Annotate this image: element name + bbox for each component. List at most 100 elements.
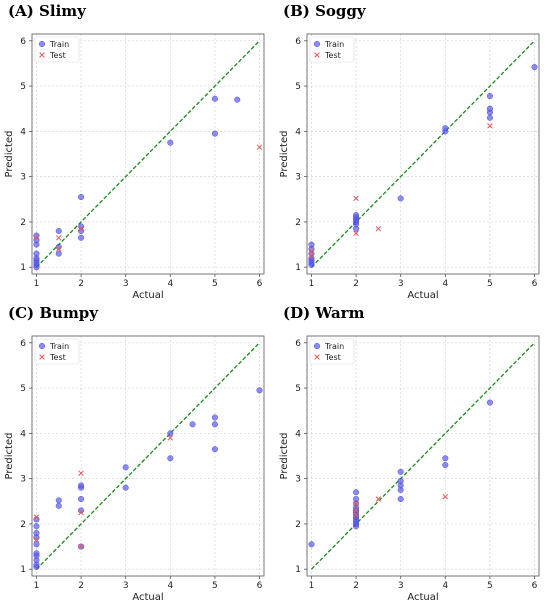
train-point bbox=[531, 64, 538, 71]
scatter-plot-soggy: 1 2 3 4 5 6 1 2 3 4 5 6 Actual Predicted Train Test bbox=[279, 33, 540, 301]
test-marker-stroke bbox=[308, 248, 315, 255]
legend-train-marker bbox=[314, 41, 321, 48]
test-marker-stroke bbox=[256, 144, 263, 150]
y-tick-label: 1 bbox=[20, 263, 26, 273]
train-point bbox=[486, 105, 493, 112]
train-point bbox=[189, 421, 196, 428]
train-point bbox=[353, 212, 360, 219]
x-tick-label: 1 bbox=[309, 581, 315, 591]
train-point bbox=[33, 523, 40, 530]
test-marker-stroke bbox=[375, 225, 382, 232]
x-tick-label: 1 bbox=[34, 581, 40, 591]
train-point bbox=[78, 234, 85, 241]
train-point bbox=[353, 496, 360, 503]
train-point bbox=[122, 484, 129, 491]
test-point bbox=[353, 512, 359, 518]
test-marker-stroke bbox=[56, 235, 62, 241]
test-point bbox=[33, 514, 40, 520]
train-point bbox=[353, 489, 360, 496]
legend: Train Test bbox=[309, 338, 355, 365]
test-marker-stroke bbox=[487, 123, 493, 129]
test-point bbox=[78, 470, 84, 476]
chart-title: (C) Bumpy bbox=[8, 304, 99, 322]
test-point bbox=[442, 494, 449, 500]
x-tick-label: 4 bbox=[167, 279, 173, 289]
legend-test-marker bbox=[314, 52, 320, 58]
y-tick-label: 2 bbox=[295, 520, 301, 530]
test-point bbox=[167, 435, 174, 441]
train-point bbox=[33, 250, 40, 257]
chart-panel-bumpy: (C) Bumpy 1 2 3 4 5 6 1 2 3 4 5 6 Actual Predicted Tra… bbox=[0, 302, 275, 604]
chart-panel-warm: (D) Warm 1 2 3 4 5 6 1 2 3 4 5 6 Actual Predicted Trai… bbox=[275, 302, 550, 604]
test-marker-stroke bbox=[375, 496, 382, 502]
y-tick-label: 1 bbox=[20, 565, 26, 575]
x-tick-label: 5 bbox=[487, 279, 493, 289]
legend-test-label: Test bbox=[324, 353, 341, 362]
x-tick-label: 4 bbox=[167, 581, 173, 591]
legend-test-label: Test bbox=[324, 51, 341, 60]
x-tick-label: 2 bbox=[353, 581, 359, 591]
test-point bbox=[353, 230, 359, 236]
plot-frame bbox=[31, 33, 265, 275]
train-point bbox=[256, 387, 263, 394]
legend-box bbox=[34, 36, 80, 63]
train-point bbox=[442, 125, 449, 132]
train-point bbox=[211, 446, 218, 453]
test-point bbox=[375, 225, 382, 232]
legend-test-marker bbox=[39, 354, 45, 360]
train-point bbox=[55, 502, 62, 509]
train-point bbox=[78, 482, 85, 489]
train-point bbox=[33, 529, 40, 536]
x-tick-label: 6 bbox=[532, 581, 538, 591]
test-marker-stroke bbox=[442, 494, 449, 500]
x-tick-label: 3 bbox=[123, 279, 129, 289]
x-tick-label: 5 bbox=[212, 581, 218, 591]
scatter-plot-slimy: 1 2 3 4 5 6 1 2 3 4 5 6 Actual Predicted Train Test bbox=[4, 33, 265, 301]
plot-frame bbox=[306, 335, 540, 577]
train-point bbox=[122, 464, 129, 471]
train-point bbox=[167, 430, 174, 437]
y-axis-label: Predicted bbox=[279, 131, 290, 178]
y-tick-label: 5 bbox=[295, 384, 301, 394]
test-marker-stroke bbox=[308, 253, 315, 259]
test-point bbox=[78, 225, 84, 232]
y-tick-label: 3 bbox=[20, 173, 26, 183]
legend: Train Test bbox=[309, 36, 355, 63]
train-point bbox=[234, 96, 241, 103]
x-tick-label: 4 bbox=[442, 279, 448, 289]
y-tick-label: 6 bbox=[295, 37, 301, 47]
train-point bbox=[55, 227, 62, 234]
y-tick-label: 5 bbox=[20, 82, 26, 92]
y-tick-label: 6 bbox=[20, 37, 26, 47]
train-point bbox=[442, 455, 449, 462]
test-marker-stroke bbox=[56, 246, 62, 252]
test-point bbox=[353, 500, 359, 507]
plot-frame bbox=[31, 335, 265, 577]
chart-title: (B) Soggy bbox=[283, 2, 366, 20]
train-point bbox=[55, 497, 62, 504]
train-point bbox=[486, 399, 493, 406]
train-point bbox=[308, 241, 315, 248]
y-tick-label: 4 bbox=[20, 127, 26, 137]
train-point bbox=[78, 194, 85, 201]
test-point bbox=[308, 253, 315, 259]
chart-title: (A) Slimy bbox=[8, 2, 86, 20]
y-tick-label: 6 bbox=[295, 339, 301, 349]
test-marker-stroke bbox=[78, 543, 84, 550]
test-marker-stroke bbox=[353, 500, 359, 507]
y-tick-label: 2 bbox=[20, 520, 26, 530]
train-point bbox=[442, 462, 449, 469]
train-point bbox=[211, 414, 218, 421]
x-tick-label: 2 bbox=[78, 581, 84, 591]
y-axis-label: Predicted bbox=[4, 131, 15, 178]
train-point bbox=[78, 496, 85, 503]
train-point bbox=[486, 93, 493, 100]
test-marker-stroke bbox=[353, 512, 359, 518]
legend-train-label: Train bbox=[324, 40, 344, 49]
plot-frame bbox=[306, 33, 540, 275]
legend-box bbox=[309, 338, 355, 365]
x-axis-label: Actual bbox=[407, 290, 438, 301]
train-point bbox=[211, 421, 218, 428]
x-tick-label: 6 bbox=[257, 279, 263, 289]
x-axis-label: Actual bbox=[407, 592, 438, 603]
